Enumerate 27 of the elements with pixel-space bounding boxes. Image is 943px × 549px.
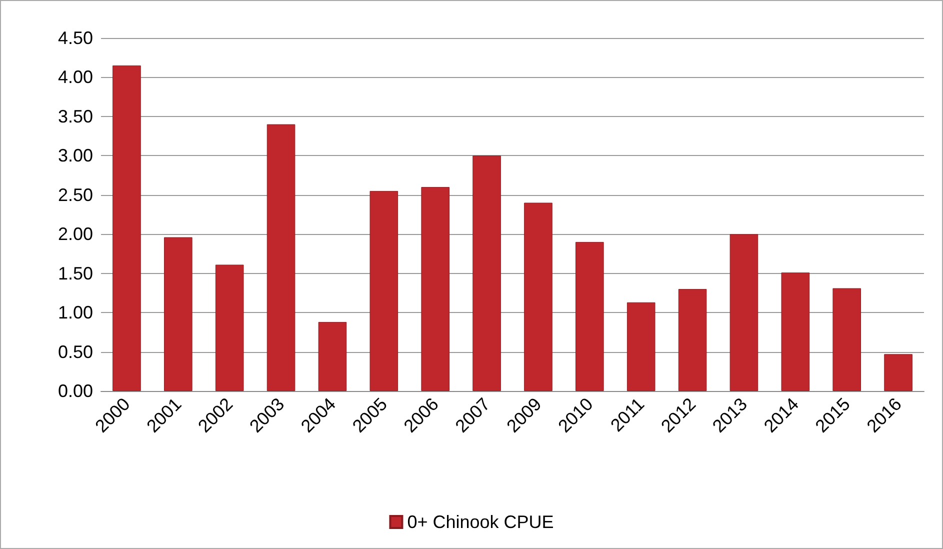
y-tick-label: 1.50 [58,263,93,284]
bar [112,65,141,391]
y-tick-label: 0.50 [58,342,93,362]
bar [266,124,296,391]
bar [576,242,604,391]
bar [370,190,398,391]
bar [678,289,707,391]
bar [421,187,450,391]
y-tick-label: 1.00 [58,302,93,323]
bar [832,288,861,391]
bar [472,156,501,391]
y-tick-label: 2.00 [58,224,93,244]
bar [781,272,810,391]
bar [215,264,244,391]
bar [524,202,552,391]
y-tick-label: 2.50 [58,184,93,205]
y-tick-label: 3.50 [58,106,93,126]
y-tick-label: 4.00 [58,67,93,88]
legend-label: 0+ Chinook CPUE [407,512,554,532]
bar [318,322,347,391]
y-tick-label: 3.00 [58,146,93,166]
y-tick-label: 0.00 [58,381,93,401]
bar [164,237,192,391]
bar [730,234,758,391]
bar [884,354,912,391]
bar [626,302,656,391]
y-tick-label: 4.50 [58,28,93,48]
